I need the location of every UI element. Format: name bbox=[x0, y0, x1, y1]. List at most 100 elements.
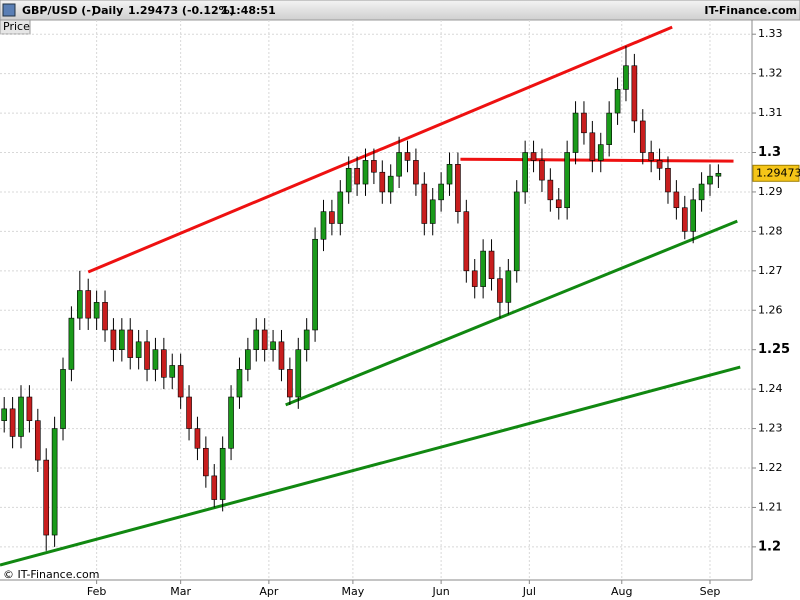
candle-body bbox=[85, 290, 92, 319]
candle-body bbox=[530, 152, 537, 161]
candle-body bbox=[194, 428, 201, 449]
candle-body bbox=[26, 396, 33, 421]
candle-body bbox=[93, 302, 100, 319]
y-tick-label: 1.2 bbox=[758, 539, 781, 554]
trendline bbox=[460, 157, 734, 163]
candle-body bbox=[438, 183, 444, 201]
candle-body bbox=[211, 475, 218, 500]
trendline bbox=[0, 365, 741, 567]
candle-body bbox=[60, 369, 66, 429]
candle-body bbox=[396, 152, 402, 177]
x-tick-label: Sep bbox=[700, 585, 721, 598]
period: Daily bbox=[92, 4, 123, 17]
panel-label: Price bbox=[3, 20, 30, 33]
panel-label-box bbox=[0, 19, 31, 35]
candle-body bbox=[127, 329, 134, 358]
candle-body bbox=[597, 144, 604, 161]
candle-body bbox=[329, 211, 335, 224]
y-tick-label: 1.32 bbox=[758, 67, 783, 80]
candle-body bbox=[337, 191, 344, 224]
y-tick-label: 1.33 bbox=[758, 27, 783, 40]
candle-body bbox=[648, 152, 654, 161]
candle-body bbox=[446, 164, 453, 185]
candle-body bbox=[673, 191, 680, 209]
candle-body bbox=[135, 341, 142, 358]
symbol: GBP/USD (-) bbox=[22, 4, 96, 17]
candle-body bbox=[43, 459, 50, 536]
candle-body bbox=[119, 329, 125, 350]
candle-body bbox=[278, 341, 285, 370]
x-tick-label: Mar bbox=[170, 585, 191, 598]
y-tick-label: 1.24 bbox=[758, 382, 783, 395]
candle-body bbox=[18, 396, 24, 437]
candle-body bbox=[362, 160, 369, 185]
candle-body bbox=[564, 152, 570, 209]
last-price-label: 1.29473 bbox=[756, 166, 800, 179]
candle-body bbox=[312, 238, 318, 331]
candle-body bbox=[68, 317, 75, 370]
x-tick-label: May bbox=[342, 585, 365, 598]
candle-body bbox=[488, 250, 495, 280]
time: 11:48:51 bbox=[221, 4, 276, 17]
candle-body bbox=[614, 89, 621, 114]
candle-body bbox=[581, 112, 587, 134]
candle-body bbox=[169, 365, 176, 378]
candle-body bbox=[681, 207, 688, 232]
candle-body bbox=[270, 341, 276, 350]
candle-body bbox=[539, 160, 545, 181]
candle-body bbox=[228, 396, 234, 449]
candle-body bbox=[177, 365, 184, 398]
candle-body bbox=[379, 171, 386, 193]
x-tick-label: Jul bbox=[522, 585, 536, 598]
y-tick-label: 1.25 bbox=[758, 342, 790, 357]
y-tick-label: 1.28 bbox=[758, 224, 783, 237]
candle-body bbox=[404, 152, 411, 161]
candle-body bbox=[480, 250, 486, 287]
candle-body bbox=[623, 65, 629, 90]
candle-body bbox=[555, 199, 562, 209]
watermark: © IT-Finance.com bbox=[3, 568, 100, 581]
candle-body bbox=[253, 329, 260, 350]
candle-body bbox=[102, 302, 108, 331]
x-tick-label: Aug bbox=[611, 585, 632, 598]
candle-body bbox=[161, 349, 167, 378]
last-price-box bbox=[752, 164, 800, 182]
candle-body bbox=[429, 199, 436, 224]
trendline bbox=[285, 219, 738, 407]
candle-body bbox=[287, 369, 293, 398]
y-tick-label: 1.22 bbox=[758, 461, 783, 474]
candle-body bbox=[572, 112, 579, 153]
candle-body bbox=[320, 211, 327, 240]
x-tick-label: Jun bbox=[432, 585, 450, 598]
candle-body bbox=[245, 349, 251, 370]
candle-body bbox=[698, 183, 705, 201]
candle-body bbox=[34, 420, 41, 461]
candle-body bbox=[690, 199, 697, 232]
candle-body bbox=[110, 329, 117, 350]
candle-body bbox=[186, 396, 192, 429]
app-icon[interactable] bbox=[2, 3, 16, 17]
trendline bbox=[87, 25, 673, 274]
brand: IT-Finance.com bbox=[704, 4, 797, 17]
y-tick-label: 1.31 bbox=[758, 106, 783, 119]
candle-body bbox=[345, 167, 352, 193]
candle-body bbox=[303, 329, 310, 350]
candle-body bbox=[656, 160, 663, 169]
candle-body bbox=[77, 290, 83, 319]
candle-body bbox=[152, 349, 159, 370]
candle-body bbox=[665, 167, 671, 193]
quote: 1.29473 (-0.12%) bbox=[128, 4, 235, 17]
candle-body bbox=[236, 369, 243, 398]
candle-body bbox=[1, 408, 8, 421]
candle-body bbox=[715, 172, 722, 177]
candle-body bbox=[261, 329, 268, 350]
candle-body bbox=[522, 152, 528, 193]
candle-body bbox=[371, 160, 377, 173]
y-tick-label: 1.23 bbox=[758, 422, 783, 435]
candle-body bbox=[497, 278, 503, 303]
candle-body bbox=[387, 175, 394, 193]
candle-body bbox=[9, 408, 16, 437]
